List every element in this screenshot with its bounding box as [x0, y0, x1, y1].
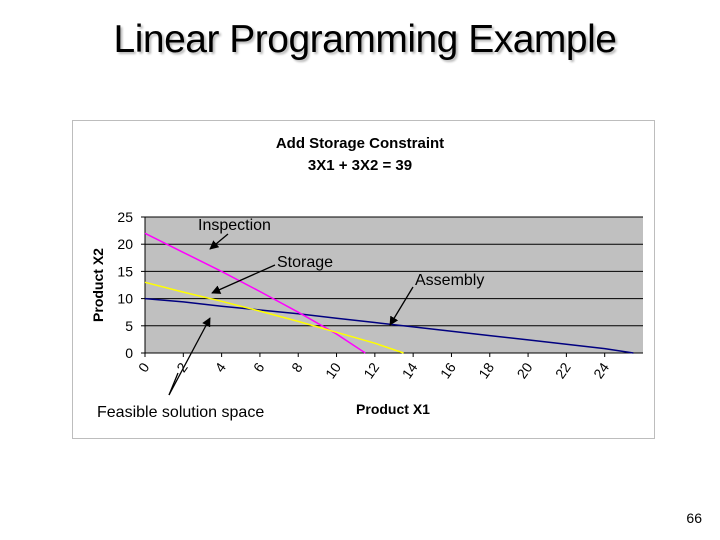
y-axis-label: Product X2 — [90, 248, 106, 322]
y-tick-label: 0 — [125, 345, 133, 361]
annotation-assembly-arrow — [389, 286, 414, 326]
annotation-inspection-arrow — [209, 233, 229, 250]
x-tick-label: 20 — [513, 359, 535, 381]
x-tick-label: 22 — [552, 359, 574, 381]
annotation-feasible-region-leader — [168, 372, 179, 396]
x-tick-label: 18 — [475, 359, 497, 381]
page-number: 66 — [686, 510, 702, 526]
annotation-inspection-label: Inspection — [198, 217, 271, 234]
slide-title: Linear Programming Example — [113, 18, 617, 61]
x-tick-label: 24 — [590, 359, 612, 381]
y-tick-label: 10 — [117, 291, 133, 307]
annotation-assembly-label: Assembly — [415, 272, 484, 289]
x-axis-label: Product X1 — [356, 401, 430, 417]
series-line-2 — [144, 281, 404, 354]
annotation-storage-arrow — [211, 264, 276, 294]
x-tick-label: 8 — [288, 359, 306, 375]
x-tick-label: 0 — [135, 359, 153, 375]
x-tick-label: 6 — [250, 359, 268, 375]
chart-title: Add Storage Constraint — [276, 135, 444, 152]
annotation-storage-label: Storage — [277, 254, 333, 271]
x-tick-label: 16 — [437, 359, 459, 381]
x-tick-label: 12 — [360, 359, 382, 381]
y-tick-label: 25 — [117, 209, 133, 225]
x-tick-label: 4 — [211, 359, 229, 375]
y-tick-label: 5 — [125, 318, 133, 334]
y-tick-label: 15 — [117, 263, 133, 279]
x-tick-label: 14 — [399, 359, 421, 381]
x-tick-label: 10 — [322, 359, 344, 381]
annotation-feasible-region-label: Feasible solution space — [97, 404, 264, 421]
annotation-feasible-region-arrow — [168, 317, 211, 396]
y-tick-label: 20 — [117, 236, 133, 252]
series-line-1 — [144, 232, 366, 354]
x-tick-label: 2 — [173, 359, 191, 375]
chart-subtitle: 3X1 + 3X2 = 39 — [308, 157, 412, 174]
plot-background — [145, 217, 643, 353]
